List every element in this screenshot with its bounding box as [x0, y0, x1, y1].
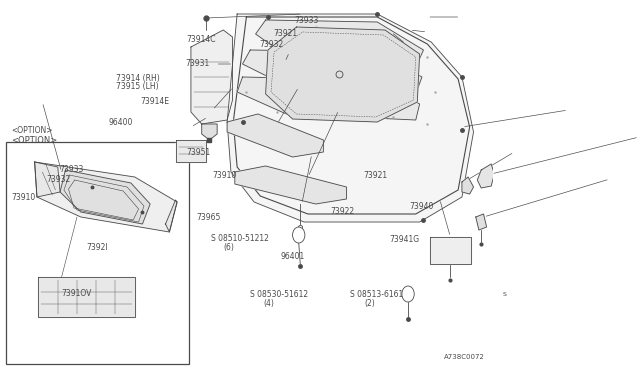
Polygon shape	[462, 177, 474, 194]
Text: 73951: 73951	[186, 148, 211, 157]
Polygon shape	[235, 166, 346, 204]
Polygon shape	[35, 162, 60, 197]
Polygon shape	[60, 170, 150, 224]
Text: S 08513-61612: S 08513-61612	[350, 290, 408, 299]
Text: 96401: 96401	[281, 252, 305, 261]
Text: S: S	[502, 292, 506, 296]
Text: 73910: 73910	[212, 171, 236, 180]
Polygon shape	[166, 200, 177, 232]
Polygon shape	[477, 164, 494, 188]
Polygon shape	[237, 77, 420, 120]
Text: <OPTION>: <OPTION>	[11, 135, 57, 144]
Polygon shape	[38, 277, 135, 317]
Text: S 08510-51212: S 08510-51212	[211, 234, 269, 243]
Text: 73965: 73965	[196, 213, 221, 222]
Polygon shape	[227, 14, 474, 222]
Circle shape	[292, 227, 305, 243]
Text: (4): (4)	[263, 299, 274, 308]
Text: 73914 (RH): 73914 (RH)	[116, 74, 159, 83]
Text: S 08530-51612: S 08530-51612	[250, 290, 308, 299]
Polygon shape	[202, 124, 217, 140]
Text: 73932: 73932	[260, 40, 284, 49]
Text: <OPTION>: <OPTION>	[11, 126, 52, 135]
Bar	[6, 142, 189, 364]
Text: 73921: 73921	[273, 29, 298, 38]
Text: 73921: 73921	[364, 171, 388, 180]
Text: 73933: 73933	[59, 165, 83, 174]
Polygon shape	[266, 27, 420, 122]
Text: (2): (2)	[365, 299, 376, 308]
Text: S: S	[406, 292, 410, 296]
Polygon shape	[255, 20, 424, 67]
Text: 7392l: 7392l	[86, 243, 108, 252]
Circle shape	[402, 286, 414, 302]
Text: 7391OV: 7391OV	[61, 289, 92, 298]
Text: 73933: 73933	[294, 16, 319, 25]
Polygon shape	[175, 140, 206, 162]
Text: 73910: 73910	[11, 193, 35, 202]
Text: S: S	[297, 232, 301, 237]
Text: 73914C: 73914C	[186, 35, 216, 44]
Text: 73931: 73931	[185, 60, 209, 68]
Circle shape	[498, 286, 511, 302]
Text: A738C0072: A738C0072	[444, 354, 485, 360]
Text: 73922: 73922	[330, 207, 355, 216]
Text: 73940: 73940	[409, 202, 433, 211]
Text: (6): (6)	[223, 243, 234, 252]
Polygon shape	[191, 30, 232, 124]
Polygon shape	[429, 237, 471, 264]
Polygon shape	[476, 214, 486, 230]
Text: 96400: 96400	[108, 118, 132, 127]
Text: 73932: 73932	[47, 175, 71, 184]
Polygon shape	[35, 162, 177, 232]
Text: 73914E: 73914E	[140, 97, 170, 106]
Polygon shape	[227, 114, 323, 157]
Polygon shape	[243, 50, 422, 94]
Text: 73941G: 73941G	[389, 235, 419, 244]
Text: 73915 (LH): 73915 (LH)	[116, 82, 159, 91]
